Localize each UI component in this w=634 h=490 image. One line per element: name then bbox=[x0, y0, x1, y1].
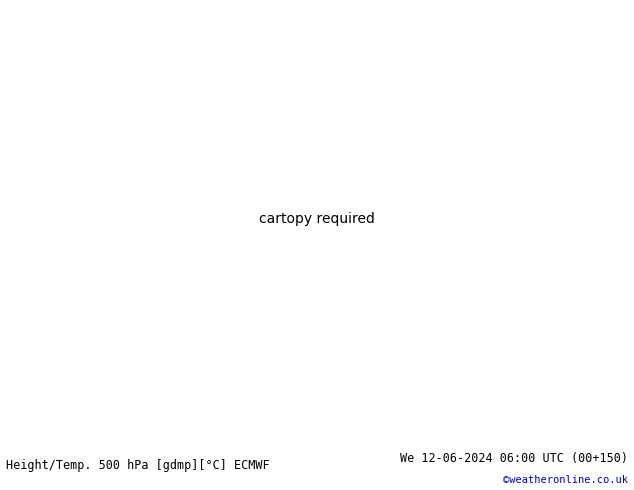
Text: ©weatheronline.co.uk: ©weatheronline.co.uk bbox=[503, 475, 628, 485]
Text: Height/Temp. 500 hPa [gdmp][°C] ECMWF: Height/Temp. 500 hPa [gdmp][°C] ECMWF bbox=[6, 459, 270, 472]
Text: cartopy required: cartopy required bbox=[259, 212, 375, 226]
Text: We 12-06-2024 06:00 UTC (00+150): We 12-06-2024 06:00 UTC (00+150) bbox=[399, 452, 628, 465]
